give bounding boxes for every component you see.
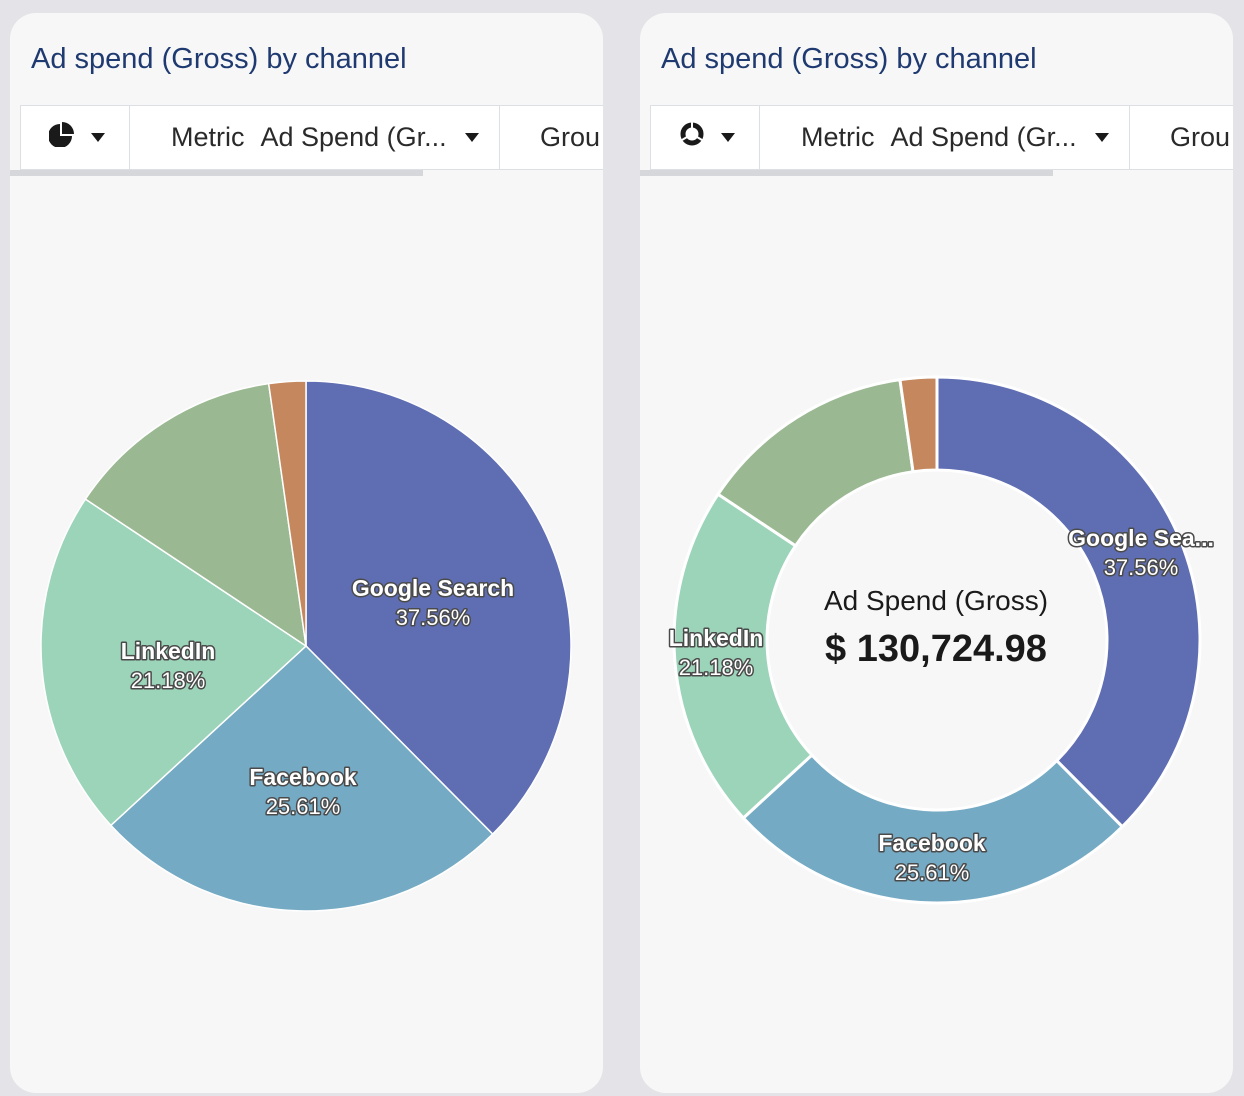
toolbar-scrollbar[interactable] <box>640 170 1053 176</box>
slice-percent: 21.18% <box>131 668 206 693</box>
slice-percent: 25.61% <box>895 860 970 885</box>
card-title: Ad spend (Gross) by channel <box>31 43 407 75</box>
chevron-down-icon <box>1094 133 1109 142</box>
slice-facebook[interactable] <box>109 644 494 912</box>
metric-label: Metric <box>801 122 875 152</box>
slice-percent: 25.61% <box>266 794 341 819</box>
chevron-down-icon <box>91 133 105 142</box>
metric-value: Ad Spend (Gr... <box>890 122 1077 152</box>
toolbar-scrollbar[interactable] <box>10 170 423 176</box>
slice-label: Google Sea... <box>1068 525 1214 551</box>
card-title: Ad spend (Gross) by channel <box>661 43 1037 75</box>
chart-card-donut: Ad spend (Gross) by channel Metric Ad Sp… <box>640 13 1233 1093</box>
slice-linkedin[interactable] <box>40 498 308 827</box>
slice-percent: 37.56% <box>396 605 471 630</box>
pie-chart: Google Search 37.56% Facebook 25.61% LinkedI… <box>40 380 572 912</box>
group-dropdown[interactable]: Grou <box>1130 106 1233 169</box>
slice-other-4[interactable] <box>898 375 939 474</box>
slice-label: Facebook <box>249 764 357 790</box>
slice-google-search[interactable] <box>305 380 572 836</box>
slice-label: LinkedIn <box>121 638 216 664</box>
chevron-down-icon <box>721 133 735 142</box>
slice-percent: 21.18% <box>679 655 754 680</box>
chevron-down-icon <box>464 133 479 142</box>
donut-center-value: $ 130,724.98 <box>825 628 1047 670</box>
donut-center-label: Ad Spend (Gross) <box>824 585 1048 616</box>
slice-google-search[interactable] <box>935 375 1202 829</box>
slice-percent: 37.56% <box>1104 555 1179 580</box>
slice-label: LinkedIn <box>669 625 764 651</box>
chart-type-dropdown[interactable] <box>650 106 760 169</box>
slices <box>672 375 1202 905</box>
chart-type-dropdown[interactable] <box>20 106 130 169</box>
slice-label: Google Search <box>352 575 514 601</box>
slice-linkedin[interactable] <box>672 492 814 821</box>
group-label: Grou <box>540 122 601 152</box>
group-dropdown[interactable]: Grou <box>500 106 603 169</box>
donut-chart-icon <box>679 121 705 154</box>
donut-chart: Ad Spend (Gross) $ 130,724.98 Google Sea… <box>667 375 1215 905</box>
group-label: Grou <box>1170 122 1231 152</box>
slice-other-3[interactable] <box>84 382 307 648</box>
pie-chart-icon <box>48 121 75 154</box>
metric-label: Metric <box>171 122 245 152</box>
chart-card-pie: Ad spend (Gross) by channel Metric Ad Sp… <box>10 13 603 1093</box>
chart-toolbar: Metric Ad Spend (Gr... Grou <box>20 105 603 170</box>
metric-dropdown[interactable]: Metric Ad Spend (Gr... <box>130 106 500 169</box>
slice-facebook[interactable] <box>741 752 1125 905</box>
slice-label: Facebook <box>878 830 986 856</box>
metric-value: Ad Spend (Gr... <box>260 122 447 152</box>
slices <box>40 380 572 912</box>
slice-other-4[interactable] <box>267 380 307 647</box>
chart-toolbar: Metric Ad Spend (Gr... Grou <box>650 105 1233 170</box>
metric-dropdown[interactable]: Metric Ad Spend (Gr... <box>760 106 1130 169</box>
